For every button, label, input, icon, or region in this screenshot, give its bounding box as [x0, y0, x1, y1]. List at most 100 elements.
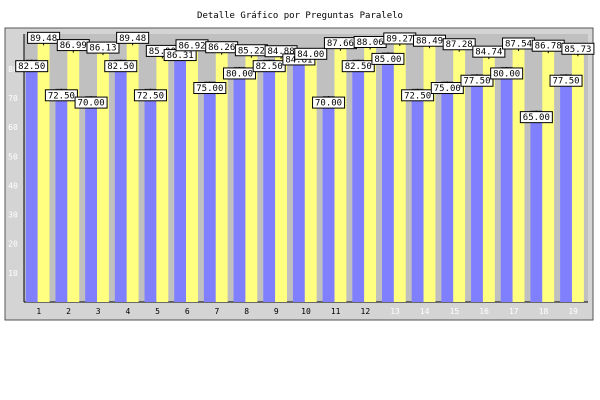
x-tick-label: 13 — [390, 307, 400, 316]
data-label-box — [44, 89, 78, 102]
data-label-box — [341, 60, 375, 73]
bar — [275, 54, 288, 302]
x-tick-label: 15 — [450, 307, 460, 316]
y-tick-label: 40 — [8, 181, 18, 190]
y-tick-label: 50 — [8, 152, 18, 161]
bar — [25, 61, 38, 302]
data-label: 87.28 — [446, 40, 473, 50]
x-tick-label: 5 — [155, 307, 160, 316]
y-tick-label: 80 — [8, 65, 18, 74]
data-label-box — [116, 31, 150, 44]
data-label: 75.00 — [434, 84, 461, 94]
bar — [126, 41, 139, 302]
x-tick-label: 9 — [274, 307, 279, 316]
data-label: 87.66 — [327, 39, 354, 49]
data-label: 82.50 — [345, 62, 372, 72]
y-tick-label: 10 — [8, 269, 18, 278]
bar — [144, 90, 157, 302]
data-label-box — [193, 82, 227, 95]
data-label: 72.50 — [137, 91, 164, 101]
bar — [245, 53, 258, 303]
y-tick-label: 30 — [8, 211, 18, 220]
data-label: 86.78 — [535, 42, 562, 52]
data-label: 84.88 — [268, 47, 295, 57]
data-label: 70.00 — [78, 99, 105, 109]
y-tick-label: 20 — [8, 240, 18, 249]
x-tick-label: 7 — [215, 307, 220, 316]
bar — [174, 50, 187, 302]
bar — [233, 68, 246, 303]
data-label: 85.00 — [374, 55, 401, 65]
data-label-box — [519, 111, 553, 124]
data-label: 70.00 — [315, 99, 342, 109]
x-tick-label: 14 — [420, 307, 430, 316]
x-tick-label: 8 — [244, 307, 249, 316]
data-label-box — [133, 89, 167, 102]
chart-title: Detalle Gráfico por Preguntas Paralelo — [197, 11, 403, 21]
x-tick-label: 4 — [125, 307, 130, 316]
data-label-box — [401, 89, 435, 102]
data-label: 84.81 — [285, 55, 312, 65]
bar — [334, 46, 347, 302]
bar — [263, 61, 276, 302]
data-label-box — [472, 45, 506, 58]
data-label: 86.13 — [89, 44, 116, 54]
data-label-box — [294, 47, 328, 60]
data-label-box — [252, 60, 286, 73]
x-tick-label: 19 — [568, 307, 578, 316]
data-label: 82.50 — [18, 62, 45, 72]
y-tick-label: 70 — [8, 94, 18, 103]
data-label-box — [442, 38, 476, 51]
bar — [530, 112, 543, 302]
bar — [352, 61, 365, 302]
x-tick-label: 16 — [479, 307, 489, 316]
x-tick-label: 12 — [361, 307, 371, 316]
bar — [512, 46, 525, 302]
x-tick-label: 17 — [509, 307, 519, 316]
bar — [114, 61, 127, 302]
bar — [203, 83, 216, 303]
data-label-box — [430, 82, 464, 95]
data-label: 88.06 — [357, 38, 384, 48]
y-tick-label: 60 — [8, 123, 18, 132]
data-label-box — [86, 41, 120, 54]
bar — [322, 98, 335, 302]
data-label: 72.50 — [404, 91, 431, 101]
data-label: 82.50 — [256, 62, 283, 72]
bar — [364, 45, 377, 303]
data-label: 86.26 — [208, 43, 235, 53]
bar — [471, 76, 483, 302]
data-label: 77.50 — [552, 77, 579, 87]
bar — [542, 49, 555, 302]
data-label-box — [371, 52, 405, 65]
data-label-box — [549, 74, 583, 87]
x-tick-label: 11 — [331, 307, 341, 316]
bar — [560, 76, 572, 302]
data-label-box — [27, 31, 61, 44]
x-tick-label: 3 — [96, 307, 101, 316]
bars — [25, 39, 584, 303]
data-label: 75.00 — [196, 84, 223, 94]
x-tick-label: 10 — [301, 307, 311, 316]
data-label: 89.48 — [30, 34, 57, 44]
data-label: 89.27 — [386, 34, 413, 44]
data-label-box — [312, 96, 346, 109]
bar — [423, 44, 436, 302]
data-label: 84.00 — [297, 50, 324, 60]
data-label: 88.49 — [416, 37, 443, 47]
bar — [186, 48, 198, 302]
data-label: 72.50 — [48, 91, 75, 101]
y-ticks: 10 20 30 40 50 60 70 80 — [8, 65, 18, 278]
bar — [85, 98, 98, 302]
x-ticks: 1 2 3 4 5 6 7 8 9 10 11 12 13 14 15 16 17 18 19 — [36, 307, 578, 316]
data-label-box — [74, 96, 108, 109]
data-label: 86.31 — [167, 51, 194, 61]
data-label-box — [460, 74, 494, 87]
data-label: 65.00 — [523, 113, 550, 123]
data-label-box — [561, 42, 595, 55]
data-label: 80.00 — [493, 69, 520, 79]
data-label: 85.22 — [238, 46, 265, 56]
data-label: 86.92 — [178, 41, 205, 51]
data-label-box — [15, 60, 49, 73]
